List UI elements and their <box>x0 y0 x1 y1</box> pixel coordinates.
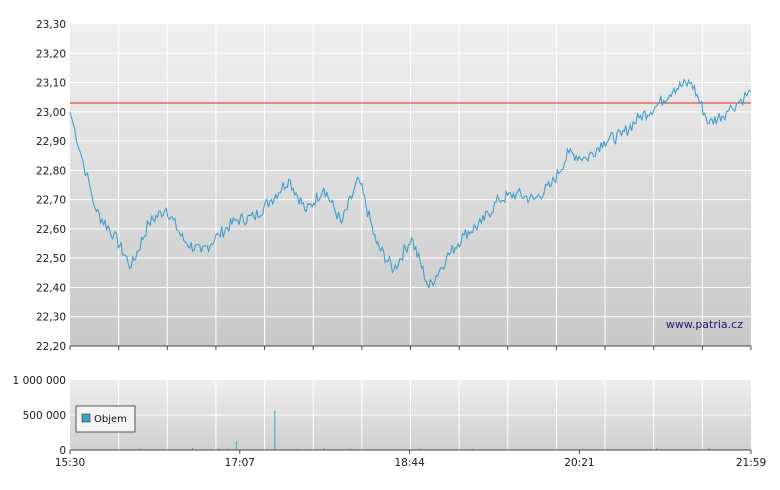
volume-legend: Objem <box>75 405 136 433</box>
time-x-axis: 15:30 17:07 18:44 20:21 21:59 <box>55 450 766 469</box>
price-y-tick-label: 23,00 <box>36 107 66 119</box>
price-y-tick-label: 23,10 <box>36 78 66 90</box>
price-y-axis: 23,30 23,20 23,10 23,00 22,90 22,80 22,70 22,60… <box>36 19 66 353</box>
price-y-tick-label: 22,80 <box>36 165 66 177</box>
legend-label: Objem <box>94 414 127 425</box>
time-x-tick-label: 21:59 <box>736 457 766 469</box>
time-x-tick-label: 17:07 <box>225 457 255 469</box>
price-gridlines <box>70 24 751 346</box>
volume-y-tick-label: 0 <box>59 445 66 457</box>
price-y-tick-label: 22,60 <box>36 224 66 236</box>
watermark: www.patria.cz <box>666 318 743 331</box>
price-y-tick-label: 22,50 <box>36 253 66 265</box>
price-y-tick-label: 22,90 <box>36 136 66 148</box>
price-y-tick-label: 22,40 <box>36 282 66 294</box>
time-x-tick-label: 20:21 <box>564 457 594 469</box>
price-y-tick-label: 22,70 <box>36 195 66 207</box>
price-y-tick-label: 22,30 <box>36 312 66 324</box>
legend-swatch-icon <box>81 413 91 423</box>
price-y-tick-label: 22,20 <box>36 341 66 353</box>
volume-y-tick-label: 1 000 000 <box>13 375 66 387</box>
time-x-tick-label: 18:44 <box>394 457 425 469</box>
time-x-tick-label: 15:30 <box>55 457 85 469</box>
price-series-line <box>69 78 752 290</box>
legend-box <box>75 405 136 433</box>
price-x-ticks <box>69 346 752 350</box>
price-y-tick-label: 23,20 <box>36 48 66 60</box>
volume-y-axis: 1 000 000 500 000 0 <box>13 375 66 457</box>
volume-gridlines <box>70 380 751 450</box>
price-y-tick-label: 23,30 <box>36 19 66 31</box>
volume-y-tick-label: 500 000 <box>23 410 66 422</box>
